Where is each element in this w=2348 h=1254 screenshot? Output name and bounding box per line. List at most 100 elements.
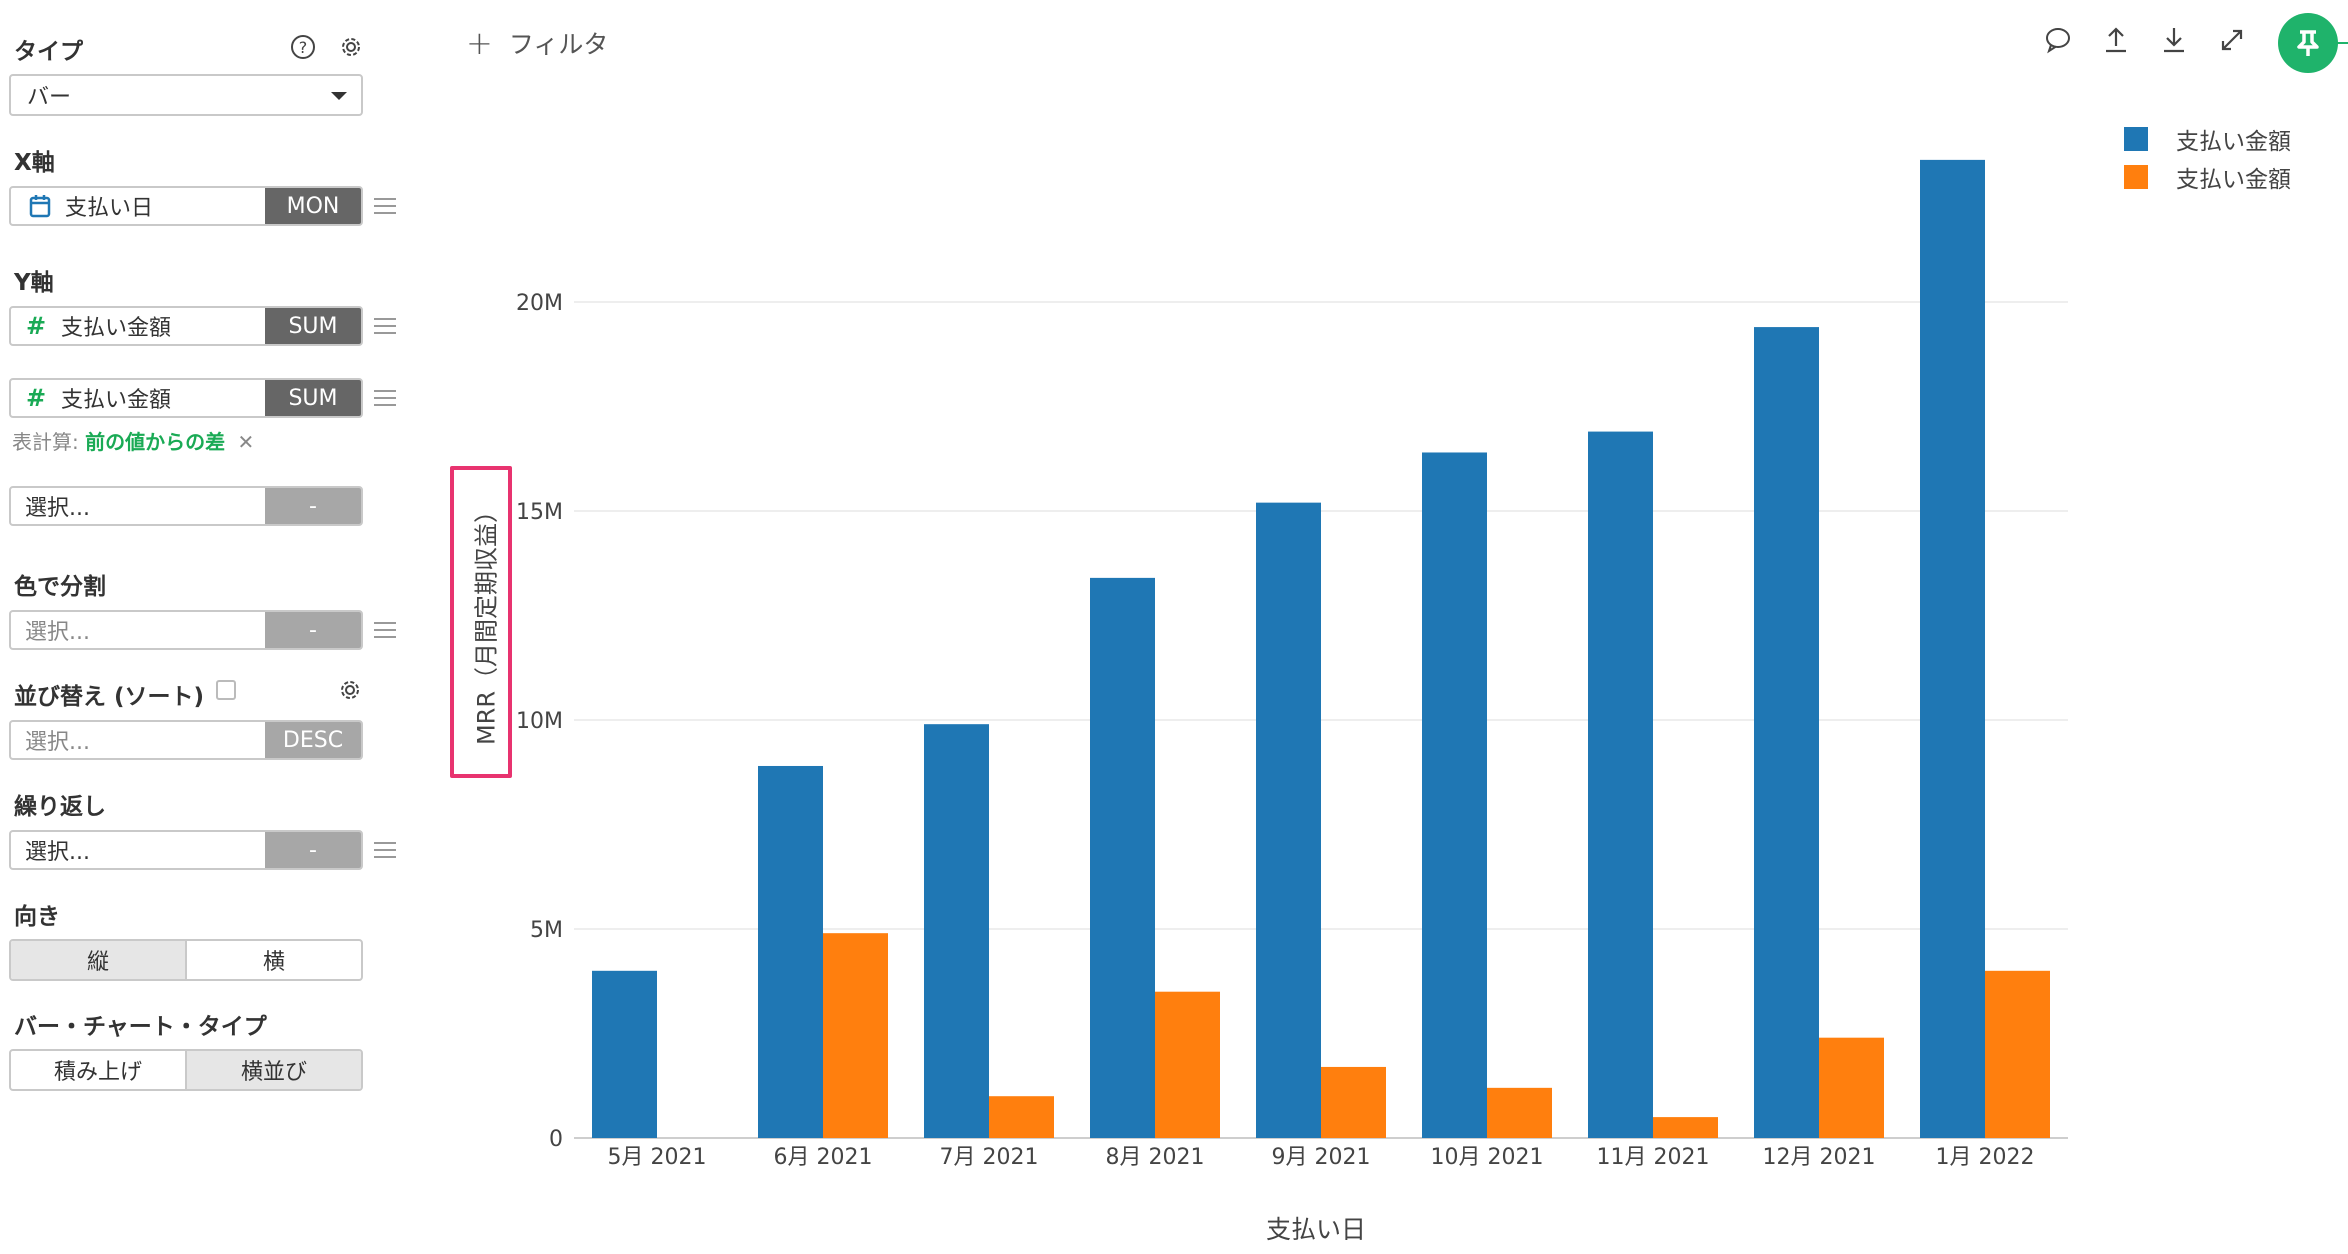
bar-2[interactable] [1321,1066,1386,1138]
chart-type-value: バー [27,85,72,110]
x-tick-label: 11月 2021 [1597,1145,1710,1170]
y-tick-label: 15M [516,500,563,525]
x-tick-label: 8月 2021 [1106,1145,1205,1170]
sort-order-button[interactable]: DESC [265,722,361,758]
comment-icon[interactable] [2042,24,2074,56]
drag-handle-icon[interactable] [374,385,396,411]
x-ticks: 5月 2021 6月 2021 7月 2021 8月 2021 9月 2021 10月 2… [608,1145,2035,1170]
repeat-select[interactable]: 選択... - [9,830,363,870]
pin-button[interactable] [2278,13,2338,73]
orientation-vertical[interactable]: 縦 [11,941,185,979]
legend-item[interactable]: 支払い金額 [2124,120,2291,158]
chart-type-select[interactable]: バー [9,74,363,116]
expand-icon[interactable] [2216,24,2248,56]
bar-1[interactable] [1422,452,1487,1139]
upload-icon[interactable] [2100,24,2132,56]
download-icon[interactable] [2158,24,2190,56]
x-tick-label: 5月 2021 [608,1145,707,1170]
number-icon: # [25,312,47,340]
y-agg-button-1[interactable]: SUM [265,308,361,344]
x-tick-label: 6月 2021 [774,1145,873,1170]
bar-1[interactable] [1256,502,1321,1138]
bar-2[interactable] [1487,1087,1552,1138]
legend: 支払い金額 支払い金額 [2124,120,2291,196]
drag-handle-icon[interactable] [374,193,396,219]
x-agg-button[interactable]: MON [265,188,361,224]
gear-icon[interactable] [337,677,363,703]
bar-type-label: バー・チャート・タイプ [14,1014,267,1040]
table-calc-prefix: 表計算: [12,430,79,454]
y-tick-label: 5M [530,918,563,943]
sort-placeholder: 選択... [25,730,90,755]
x-field-name: 支払い日 [65,196,154,221]
bar-1[interactable] [1920,159,1985,1138]
color-split-label: 色で分割 [14,574,106,600]
y-field-name-1: 支払い金額 [61,316,172,341]
orientation-toggle: 縦 横 [9,939,363,981]
bar-2[interactable] [1653,1117,1718,1138]
extra-y-placeholder: 選択... [25,496,90,521]
x-axis-field[interactable]: 支払い日 MON [9,186,363,226]
color-split-placeholder: 選択... [25,620,90,645]
y-axis-title: MRR（月間定期収益） [472,498,501,746]
chart-settings-panel: タイプ ? バー X軸 支払い日 MON Y軸 # 支払い金額 SUM # 支払… [0,0,420,1254]
sort-checkbox[interactable] [216,680,236,700]
legend-item[interactable]: 支払い金額 [2124,158,2291,196]
extra-y-select[interactable]: 選択... - [9,486,363,526]
x-axis-label: X軸 [14,150,55,176]
x-tick-label: 12月 2021 [1763,1145,1876,1170]
bar-type-toggle: 積み上げ 横並び [9,1049,363,1091]
help-icon[interactable]: ? [290,34,316,60]
close-icon[interactable]: ✕ [237,430,255,454]
bar-type-stacked[interactable]: 積み上げ [53,1060,142,1085]
y-axis-field-2[interactable]: # 支払い金額 SUM [9,378,363,418]
bar-2[interactable] [823,933,888,1138]
y-ticks: 0 5M 10M 15M 20M [516,291,563,1152]
filter-label: フィルタ [508,30,609,59]
drag-handle-icon[interactable] [374,313,396,339]
legend-swatch [2124,165,2148,189]
x-axis-title: 支払い日 [1265,1215,1367,1244]
x-tick-label: 1月 2022 [1936,1145,2035,1170]
bar-1[interactable] [758,765,823,1138]
bar-1[interactable] [1754,327,1819,1139]
table-calc-value[interactable]: 前の値からの差 [85,430,226,454]
bar-2[interactable] [1985,970,2050,1138]
sort-select[interactable]: 選択... DESC [9,720,363,760]
sort-label: 並び替え (ソート) [14,684,205,710]
add-filter-button[interactable]: + フィルタ [466,24,608,62]
type-label: タイプ [14,39,83,65]
bar-1[interactable] [1090,577,1155,1138]
y-tick-label: 0 [549,1127,563,1152]
orientation-horizontal[interactable]: 横 [185,941,361,979]
legend-label: 支払い金額 [2176,167,2291,193]
drag-handle-icon[interactable] [374,837,396,863]
bar-2[interactable] [989,1096,1054,1138]
y-agg-button-2[interactable]: SUM [265,380,361,416]
y-axis-label: Y軸 [14,270,54,296]
y-tick-label: 10M [516,709,563,734]
y-axis-field-1[interactable]: # 支払い金額 SUM [9,306,363,346]
number-icon: # [25,384,47,412]
repeat-agg-button[interactable]: - [265,832,361,868]
bar-1[interactable] [592,970,657,1138]
bar-1[interactable] [1588,431,1653,1139]
chevron-down-icon [331,92,347,100]
legend-swatch [2124,127,2148,151]
x-tick-label: 9月 2021 [1272,1145,1371,1170]
color-agg-button[interactable]: - [265,612,361,648]
extra-agg-button[interactable]: - [265,488,361,524]
bar-2[interactable] [1819,1037,1884,1138]
bars [592,159,2050,1139]
color-split-select[interactable]: 選択... - [9,610,363,650]
orientation-label: 向き [14,904,60,930]
calendar-icon [29,195,51,218]
bar-2[interactable] [1155,991,1220,1138]
svg-text:?: ? [299,38,308,57]
bar-1[interactable] [924,724,989,1138]
bar-type-grouped[interactable]: 横並び [185,1051,361,1089]
drag-handle-icon[interactable] [374,617,396,643]
repeat-label: 繰り返し [14,794,106,820]
gear-icon[interactable] [338,34,364,60]
